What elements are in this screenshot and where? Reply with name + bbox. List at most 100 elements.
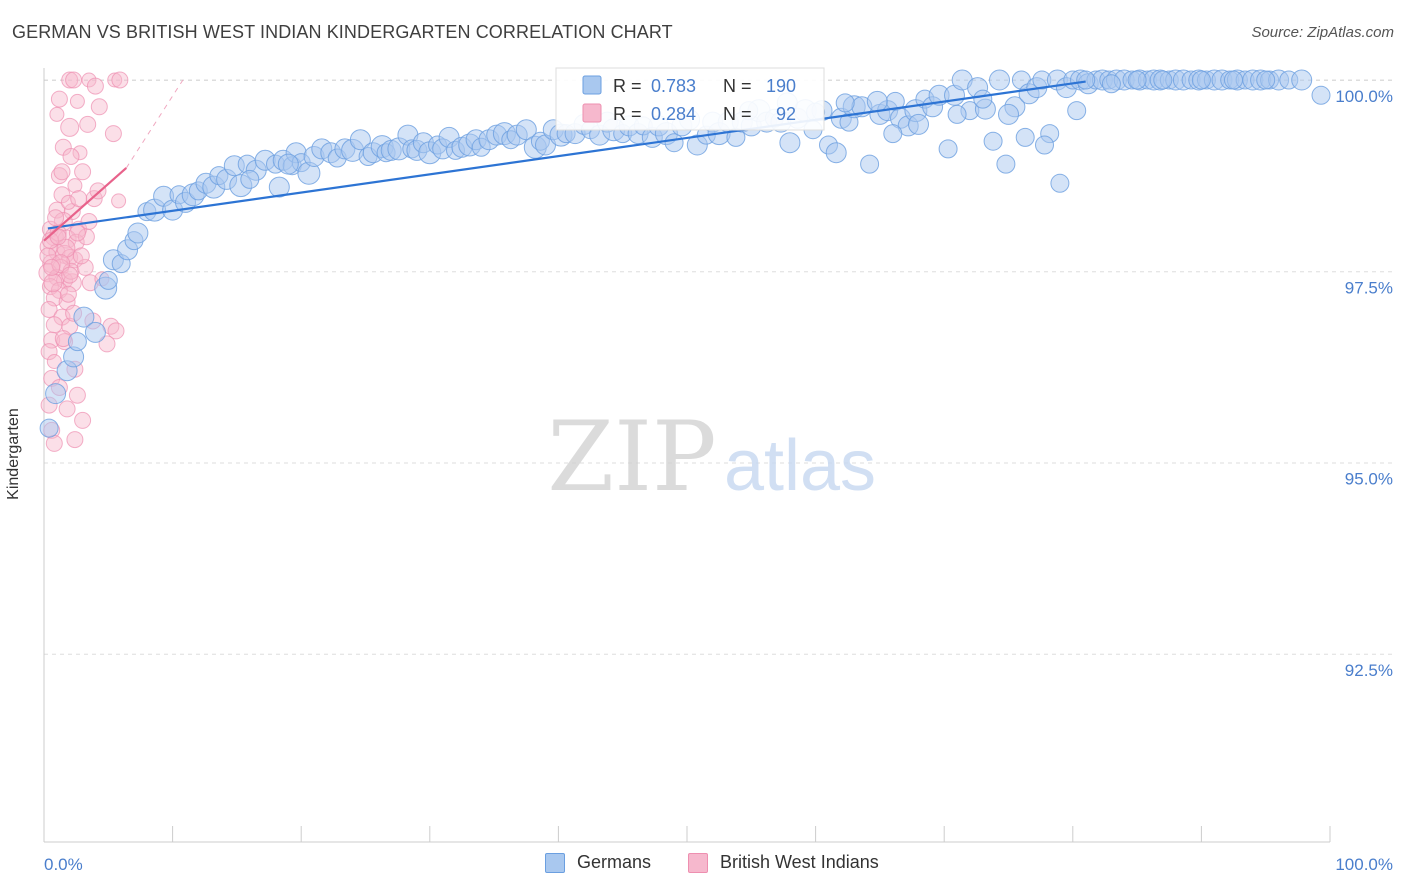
legend-n-label: N = (723, 76, 752, 96)
british-west-indians-point (74, 411, 92, 429)
british-west-indians-point (111, 193, 127, 209)
germans-point (998, 103, 1019, 125)
british-west-indians-point (60, 194, 76, 210)
legend-r-value: 0.783 (651, 76, 696, 96)
legend-stats-swatch (582, 103, 602, 123)
germans-point (779, 132, 801, 154)
british-west-indians-point (39, 237, 59, 257)
germans-point (989, 69, 1010, 91)
british-west-indians-point (60, 117, 80, 137)
germans-point (240, 169, 260, 189)
germans-point (1035, 135, 1054, 155)
germans-point (983, 131, 1003, 151)
british-west-indians-point (72, 247, 90, 265)
british-west-indians-point (89, 182, 107, 200)
legend-item-british-west-indians[interactable]: British West Indians (688, 852, 879, 873)
british-west-indians-point (107, 322, 125, 340)
germans-point (45, 383, 67, 405)
british-west-indians-point (107, 72, 123, 88)
british-west-indians-point (65, 71, 83, 89)
british-west-indians-point (62, 148, 80, 165)
british-west-indians-point (43, 258, 61, 276)
x-tick-label: 100.0% (1335, 855, 1393, 874)
british-west-indians-point (70, 190, 88, 208)
british-west-indians-point (67, 178, 83, 194)
british-west-indians-point (61, 71, 79, 89)
british-west-indians-point (74, 163, 92, 181)
germans-point (84, 321, 106, 343)
british-west-indians-point (46, 354, 62, 369)
legend-label-germans: Germans (577, 852, 652, 872)
watermark-atlas: atlas (724, 426, 876, 506)
british-west-indians-trend-line (43, 167, 128, 242)
germans-point (1076, 70, 1096, 90)
germans-point (860, 154, 880, 174)
trend-lines (43, 79, 1086, 242)
legend-item-germans[interactable]: Germans (545, 852, 651, 873)
germans-point (1311, 85, 1331, 105)
british-west-indians-point (53, 186, 71, 204)
british-west-indians-point (66, 431, 84, 449)
british-west-indians-point (49, 228, 67, 246)
germans-swatch (545, 852, 565, 873)
british-west-indians-point (41, 232, 59, 250)
germans-point (996, 154, 1016, 174)
british-west-indians-point (72, 145, 88, 161)
british-west-indians-point (49, 106, 65, 122)
germans-point (277, 153, 299, 175)
germans-point (73, 306, 95, 328)
british-west-indians-point (68, 224, 86, 242)
source-label[interactable]: Source: ZipAtlas.com (1251, 24, 1394, 41)
y-tick-label: 100.0% (1335, 87, 1393, 106)
axes (43, 68, 1331, 843)
germans-point (127, 222, 149, 244)
germans-point (664, 133, 684, 153)
british-west-indians-point (47, 209, 65, 227)
legend-r-label: R = (613, 76, 642, 96)
y-axis-label: Kindergarten (5, 408, 22, 500)
chart-title: GERMAN VS BRITISH WEST INDIAN KINDERGART… (12, 22, 673, 42)
british-west-indians-point (40, 301, 58, 318)
legend-r-label: R = (613, 104, 642, 124)
germans-point (39, 418, 59, 438)
germans-point (268, 176, 290, 198)
germans-point (947, 104, 967, 124)
germans-point (1256, 70, 1276, 90)
legend-r-value: 0.284 (651, 104, 696, 124)
germans-point (349, 129, 371, 151)
british-west-indians-point (50, 90, 68, 108)
tick-labels: 92.5% 95.0% 97.5% 100.0% 0.0% 100.0% (44, 87, 1393, 874)
british-west-indians-point (45, 434, 63, 452)
british-west-indians-point (43, 273, 63, 293)
legend-stats: R = 0.783 N = 190 R = 0.284 N = 92 (555, 67, 825, 131)
british-west-indians-point (53, 163, 71, 181)
germans-point (98, 270, 118, 290)
x-tick-label: 0.0% (44, 855, 83, 874)
watermark: ZIP atlas (547, 401, 876, 513)
germans-point (1291, 69, 1313, 91)
british-west-indians-point (58, 400, 76, 418)
germans-point (908, 113, 929, 135)
germans-point (825, 142, 847, 164)
germans-trend-line (47, 80, 1086, 230)
legend-n-label: N = (723, 104, 752, 124)
british-west-indians-point (81, 72, 97, 88)
british-west-indians-point (68, 386, 86, 404)
germans-point (1067, 101, 1087, 121)
british-west-indians-point (90, 98, 108, 116)
british-west-indians-point (86, 77, 104, 95)
british-west-indians-point (98, 335, 116, 353)
germans-point (1127, 70, 1147, 90)
y-tick-label: 95.0% (1345, 470, 1393, 489)
legend-bottom: Germans British West Indians (0, 850, 1406, 878)
germans-point (938, 139, 958, 159)
germans-point (67, 332, 87, 352)
germans-point (1050, 173, 1070, 193)
british-west-indians-point (69, 93, 85, 109)
germans-point (1191, 70, 1211, 90)
germans-point (1015, 127, 1035, 147)
british-west-indians-point (41, 278, 59, 296)
germans-point (835, 93, 855, 113)
british-west-indians-point (111, 71, 129, 89)
